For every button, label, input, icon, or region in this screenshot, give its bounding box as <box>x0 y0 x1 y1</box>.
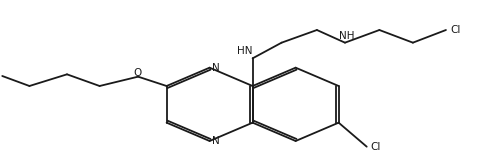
Text: Cl: Cl <box>371 142 381 152</box>
Text: HN: HN <box>237 46 252 56</box>
Text: Cl: Cl <box>450 25 460 35</box>
Text: NH: NH <box>339 31 355 41</box>
Text: N: N <box>212 63 220 73</box>
Text: O: O <box>133 68 141 78</box>
Text: N: N <box>212 136 220 146</box>
